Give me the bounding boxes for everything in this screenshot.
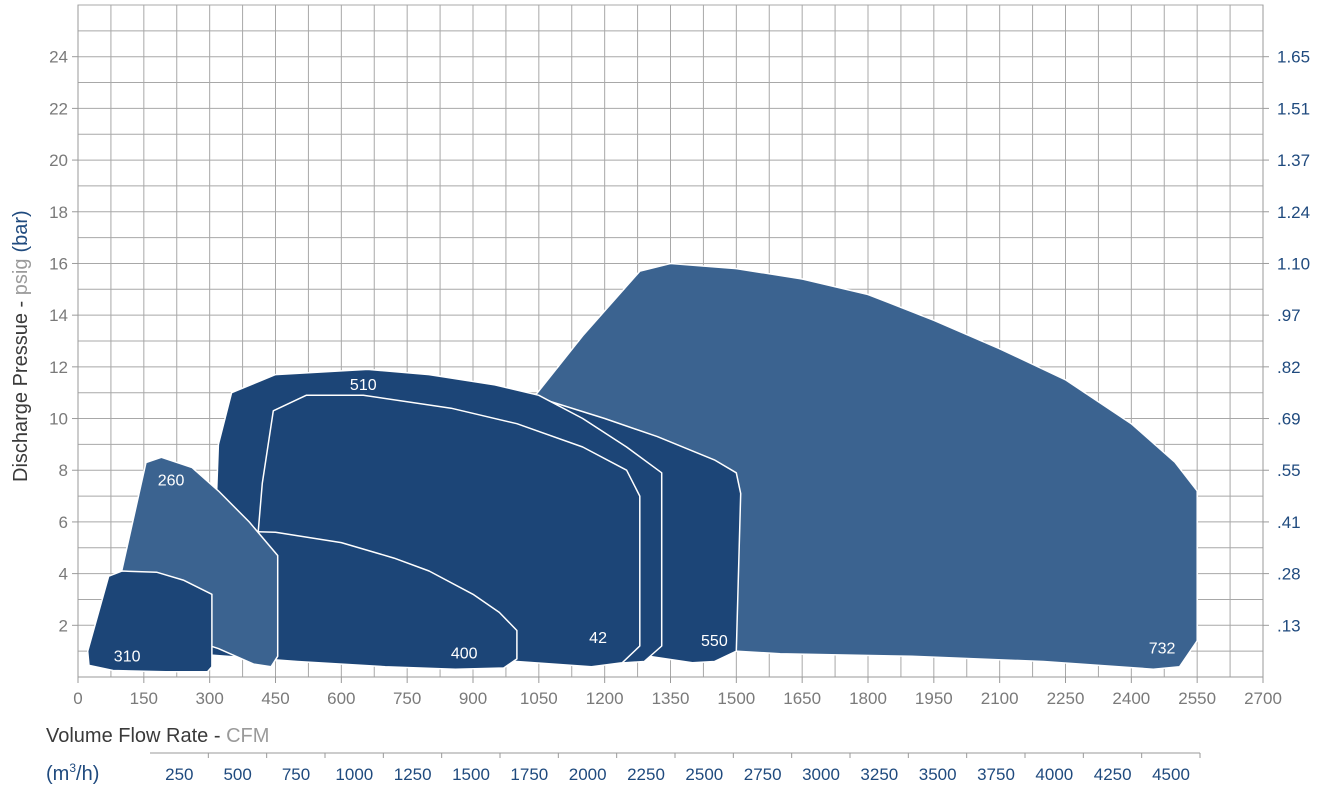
y-tick-label: 14 xyxy=(49,306,68,325)
x-tick-label: 2100 xyxy=(981,689,1019,708)
y-right-tick-label: 1.24 xyxy=(1277,203,1310,222)
y-tick-label: 2 xyxy=(59,616,68,635)
metric-tick-label: 500 xyxy=(223,765,251,784)
y-axis-title-unit: psig xyxy=(10,259,32,296)
y-right-tick-label: .28 xyxy=(1277,565,1301,584)
axes: 0 150 300 450 600 750 900 1050 1200 1350 1500 1650 1… xyxy=(49,5,1310,784)
region-label-510: 510 xyxy=(350,377,377,394)
y-tick-label: 18 xyxy=(49,203,68,222)
region-labels: 732 550 510 42 400 260 310 xyxy=(114,377,1176,665)
y-right-tick-label: 1.10 xyxy=(1277,254,1310,273)
x-tick-label: 1500 xyxy=(717,689,755,708)
y-right-tick-label: .82 xyxy=(1277,358,1301,377)
y-right-tick-label: 1.37 xyxy=(1277,151,1310,170)
metric-tick-label: 250 xyxy=(165,765,193,784)
metric-tick-label: 4000 xyxy=(1035,765,1073,784)
region-label-42: 42 xyxy=(589,630,607,647)
x-tick-label: 2400 xyxy=(1112,689,1150,708)
y-tick-label: 16 xyxy=(49,254,68,273)
y-right-tick-label: 1.65 xyxy=(1277,48,1310,67)
y-tick-label: 22 xyxy=(49,99,68,118)
metric-tick-label: 1000 xyxy=(335,765,373,784)
x-tick-label: 450 xyxy=(261,689,289,708)
region-label-310: 310 xyxy=(114,648,141,665)
metric-tick-label: 2250 xyxy=(627,765,665,784)
metric-tick-label: 3250 xyxy=(860,765,898,784)
x-metric-axis-title-base: (m xyxy=(46,763,69,785)
x-axis-title: Volume Flow Rate - CFM xyxy=(46,725,269,747)
region-label-400: 400 xyxy=(451,646,478,663)
y-tick-label: 4 xyxy=(59,565,68,584)
metric-tick-label: 2500 xyxy=(685,765,723,784)
x-tick-label: 900 xyxy=(459,689,487,708)
y-right-tick-label: .97 xyxy=(1277,306,1301,325)
y-axis-title-main: Discharge Pressue - xyxy=(10,295,32,482)
x-tick-label: 2700 xyxy=(1244,689,1282,708)
x-tick-label: 300 xyxy=(195,689,223,708)
x-tick-label: 1200 xyxy=(586,689,624,708)
y-tick-label: 10 xyxy=(49,410,68,429)
region-label-732: 732 xyxy=(1149,641,1176,658)
metric-tick-label: 3750 xyxy=(977,765,1015,784)
x-tick-label: 600 xyxy=(327,689,355,708)
performance-regions xyxy=(86,262,1198,673)
metric-tick-label: 2750 xyxy=(744,765,782,784)
x-tick-label: 0 xyxy=(73,689,82,708)
x-tick-label: 1950 xyxy=(915,689,953,708)
x-metric-axis-title-rest: /h) xyxy=(76,763,99,785)
y-right-tick-label: .41 xyxy=(1277,513,1301,532)
y-tick-label: 12 xyxy=(49,358,68,377)
x-metric-axis-title: (m3/h) xyxy=(46,761,99,785)
metric-tick-label: 4250 xyxy=(1094,765,1132,784)
region-label-260: 260 xyxy=(158,473,185,490)
x-tick-label: 1050 xyxy=(520,689,558,708)
metric-tick-label: 4500 xyxy=(1152,765,1190,784)
metric-tick-label: 2000 xyxy=(569,765,607,784)
y-axis-title: Discharge Pressue - psig (bar) xyxy=(10,210,32,482)
y-right-tick-label: .69 xyxy=(1277,410,1301,429)
y-right-tick-label: .13 xyxy=(1277,616,1301,635)
region-label-550: 550 xyxy=(701,633,728,650)
y-tick-label: 20 xyxy=(49,151,68,170)
metric-tick-label: 3500 xyxy=(919,765,957,784)
x-axis-title-main: Volume Flow Rate - xyxy=(46,725,226,747)
x-tick-label: 2250 xyxy=(1047,689,1085,708)
metric-tick-label: 1250 xyxy=(394,765,432,784)
metric-tick-label: 1750 xyxy=(510,765,548,784)
y-tick-label: 6 xyxy=(59,513,68,532)
x-tick-label: 1650 xyxy=(783,689,821,708)
y-axis-title-alt-unit: (bar) xyxy=(10,210,32,252)
x-tick-label: 1350 xyxy=(652,689,690,708)
x-metric-axis-title-sup: 3 xyxy=(69,761,76,775)
y-right-tick-label: .55 xyxy=(1277,461,1301,480)
x-axis-title-unit: CFM xyxy=(226,725,269,747)
x-tick-label: 750 xyxy=(393,689,421,708)
x-tick-label: 1800 xyxy=(849,689,887,708)
x-tick-label: 150 xyxy=(130,689,158,708)
x-tick-label: 2550 xyxy=(1178,689,1216,708)
metric-tick-label: 750 xyxy=(282,765,310,784)
y-tick-label: 8 xyxy=(59,461,68,480)
y-right-tick-label: 1.51 xyxy=(1277,99,1310,118)
metric-tick-label: 1500 xyxy=(452,765,490,784)
y-tick-label: 24 xyxy=(49,48,68,67)
metric-tick-label: 3000 xyxy=(802,765,840,784)
region-310 xyxy=(86,570,213,673)
